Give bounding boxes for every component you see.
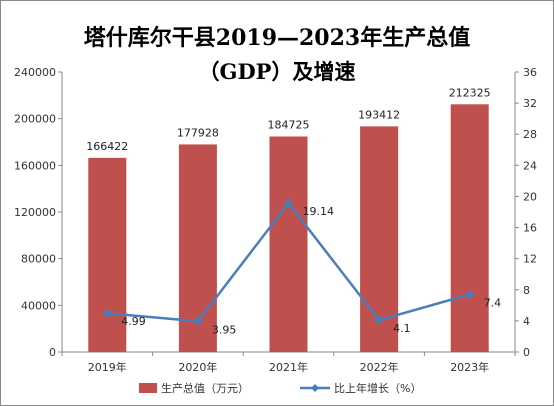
chart-legend: 生产总值（万元） 比上年增长（%）: [139, 381, 421, 395]
y-right-tick-label: 20: [523, 190, 537, 203]
x-tick-label: 2023年: [450, 360, 489, 374]
chart-title-line1: 塔什库尔干县2019—2023年生产总值: [83, 25, 471, 51]
bar-data-label: 212325: [449, 86, 491, 99]
line-point-marker: [374, 315, 384, 325]
y-right-tick-label: 28: [523, 128, 537, 141]
line-data-label: 7.4: [484, 296, 502, 309]
legend-bar-label: 生产总值（万元）: [161, 381, 249, 395]
y-right-tick-label: 12: [523, 253, 537, 266]
y-right-tick-label: 8: [523, 284, 530, 297]
legend-line-label: 比上年增长（%）: [334, 381, 421, 395]
y-right-tick-label: 4: [523, 315, 530, 328]
line-data-label: 19.14: [303, 205, 335, 218]
line-point-marker: [102, 308, 112, 318]
bar-data-label: 193412: [358, 108, 400, 121]
x-tick-label: 2020年: [178, 360, 217, 374]
y-left-tick-label: 0: [49, 346, 56, 359]
bar: [450, 104, 489, 352]
y-left-tick-label: 240000: [14, 66, 56, 79]
legend-line-marker: [311, 384, 319, 392]
bar-series: 166422 177928 184725 193412 212325: [86, 86, 491, 353]
chart-title-line2: （GDP）及增速: [198, 59, 356, 84]
bar-data-label: 166422: [86, 140, 128, 153]
bar: [88, 157, 127, 352]
line-data-label: 3.95: [212, 323, 237, 336]
x-tick-label: 2019年: [88, 360, 127, 374]
line-series: 4.99 3.95 19.14 4.1 7.4: [102, 198, 502, 336]
line-point-marker: [284, 198, 293, 208]
y-left-tick-label: 200000: [14, 113, 56, 126]
line-data-label: 4.99: [121, 315, 146, 328]
y-right-tick-label: 16: [523, 222, 537, 235]
y-right-tick-label: 32: [523, 97, 537, 110]
legend-bar-swatch: [139, 383, 157, 393]
line-point-marker: [465, 289, 475, 299]
y-left-tick-label: 120000: [14, 206, 56, 219]
bar: [269, 136, 308, 352]
bar-data-label: 177928: [177, 126, 219, 139]
bar-data-label: 184725: [268, 118, 310, 131]
x-tick-label: 2021年: [269, 360, 308, 374]
y-left-tick-label: 160000: [14, 159, 56, 172]
y-right-tick-label: 0: [523, 346, 530, 359]
y-left-tick-label: 80000: [21, 253, 56, 266]
y-right-tick-label: 36: [523, 66, 537, 79]
x-tick-label: 2022年: [360, 360, 399, 374]
bar: [360, 126, 399, 353]
line-data-label: 4.1: [393, 322, 411, 335]
y-left-tick-label: 40000: [21, 299, 56, 312]
line-point-marker: [193, 316, 203, 326]
y-right-tick-label: 24: [523, 159, 537, 172]
